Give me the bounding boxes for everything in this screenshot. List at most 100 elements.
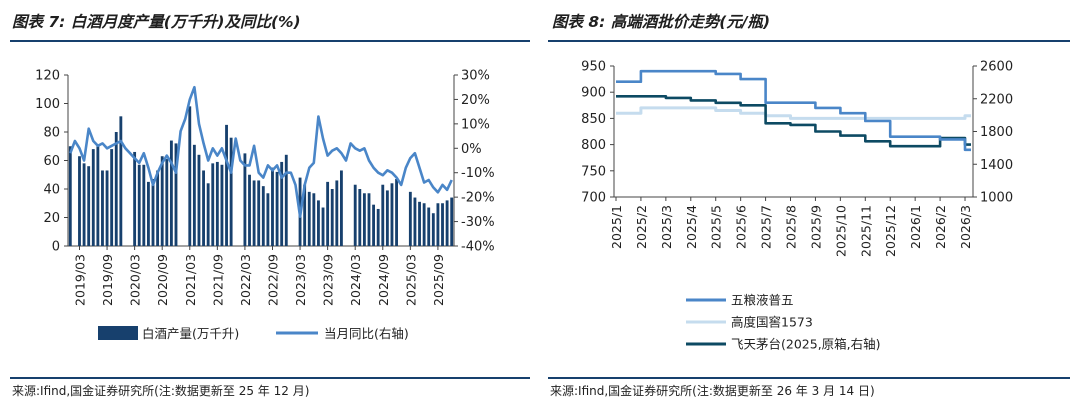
production-bar [192,144,196,246]
right-y-tick-label: -10% [461,166,495,181]
x-tick-label: 2019/09 [100,254,115,306]
left-y-tick-label: 80 [43,126,60,141]
production-bar [68,146,72,246]
x-tick-label: 2026/2 [933,205,948,249]
x-tick-label: 2022/03 [238,254,253,306]
x-tick-label: 2025/4 [684,205,699,249]
production-bar [385,190,389,246]
production-bar [271,167,274,246]
production-bar [431,213,435,246]
x-tick-label: 2025/1 [609,205,624,249]
right-y-tick-label: 30% [461,69,490,84]
production-bar [367,193,371,246]
production-bar [381,184,385,246]
right-title-rule [548,40,1070,42]
x-tick-label: 2025/5 [709,205,724,249]
production-bar [358,189,362,246]
x-tick-label: 2025/11 [858,205,873,257]
x-tick-label: 2025/2 [634,205,649,249]
right-source-rule [548,377,1070,379]
production-bar [202,170,205,246]
production-bar [307,191,311,246]
production-bar [169,140,173,246]
production-bar [321,207,325,246]
x-tick-label: 2020/03 [128,254,143,306]
production-bar [450,197,454,246]
production-bar [330,189,334,246]
x-tick-label: 2025/09 [431,254,446,306]
production-bar [422,203,426,246]
x-tick-label: 2025/6 [734,205,749,249]
production-bar [78,156,81,246]
left-source-note: 来源:Ifind,国金证券研究所(注:数据更新至 25 年 12 月) [12,384,310,398]
legend-swatch-production [98,326,138,340]
right-y-tick-label: -40% [461,240,495,255]
left-y-tick-label: 60 [43,154,60,169]
production-bar [82,163,86,246]
x-tick-label: 2025/12 [883,205,898,257]
production-bar [87,166,91,246]
production-bar [317,200,320,246]
right-y-tick-label: 2200 [980,92,1013,107]
x-tick-label: 2025/8 [784,205,799,249]
production-bar [284,154,288,246]
left-y-tick-label: 900 [581,86,606,101]
left-y-tick-label: 120 [35,69,60,84]
production-bar [165,159,169,246]
production-bar [119,116,123,246]
production-bar [445,200,449,246]
production-bar [275,171,279,246]
production-bar [215,161,219,246]
production-bar [110,149,114,246]
production-bar [353,184,357,246]
production-bar [335,180,339,246]
left-y-tick-label: 700 [581,191,606,206]
production-bar [91,149,95,246]
production-bar [395,179,398,246]
x-tick-label: 2019/03 [72,254,87,306]
production-bar [362,193,366,246]
production-bar [339,170,343,246]
left-y-tick-label: 800 [581,138,606,153]
x-tick-label: 2025/10 [833,205,848,257]
production-bar [257,180,261,246]
production-bar [326,181,330,246]
x-tick-label: 2025/3 [659,205,674,249]
right-source-note: 来源:Ifind,国金证券研究所(注:数据更新至 26 年 3 月 14 日) [550,384,875,398]
left-y-tick-label: 20 [43,211,60,226]
left-y-tick-label: 40 [43,183,60,198]
production-bar [376,208,380,246]
left-title-rule [10,40,530,42]
production-bar [252,180,256,246]
x-tick-label: 2021/09 [210,254,225,306]
right-y-tick-label: 0% [461,142,482,157]
production-bar [261,186,265,246]
production-bar [197,154,201,246]
production-bar [105,170,109,246]
right-y-tick-label: 10% [461,117,490,132]
production-bar [174,143,178,246]
production-bar [248,174,251,246]
production-bar [303,184,307,246]
production-bar [142,164,146,246]
x-tick-label: 2023/03 [293,254,308,306]
left-y-tick-label: 950 [581,60,606,75]
left-y-tick-label: 850 [581,112,606,127]
production-bar [133,151,137,246]
right-chart-svg: 700 750 800 850 900 950 1000 1400 1800 2200 2600 20… [581,60,1013,352]
production-bar [312,193,316,246]
x-tick-label: 2022/09 [265,254,280,306]
wuliangye-line [616,69,971,152]
production-bar [206,183,210,246]
right-y-tick-label: -30% [461,215,495,230]
left-y-tick-label: 0 [52,240,60,255]
production-bar [266,193,270,246]
left-y-tick-label: 100 [35,97,60,112]
production-bar [188,106,192,246]
production-bar [413,197,417,246]
right-y-tick-label: 1400 [980,158,1013,173]
production-bar [229,137,233,246]
moutai-line [616,95,971,148]
x-tick-label: 2026/1 [908,205,923,249]
x-tick-label: 2024/09 [376,254,391,306]
